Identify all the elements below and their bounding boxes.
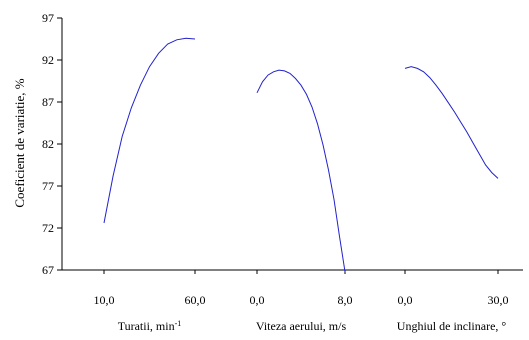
series-line-panel-2 (256, 69, 346, 272)
y-tick-label: 97 (42, 11, 54, 25)
series-line-panel-3 (404, 66, 499, 179)
x-tick-label: 8,0 (338, 293, 353, 307)
y-tick-label: 77 (42, 179, 54, 193)
x-axis-label-panel-2: Viteza aerului, m/s (256, 319, 347, 333)
y-axis-label: Coeficient de variatie, % (12, 78, 27, 207)
x-axis-label-superscript: -1 (175, 319, 182, 328)
x-axis-label-panel-3: Unghiul de inclinare, ° (397, 319, 507, 333)
x-tick-label: 30,0 (488, 293, 509, 307)
x-tick-label: 60,0 (185, 293, 206, 307)
y-tick-label: 87 (42, 95, 54, 109)
y-tick-label: 67 (42, 263, 54, 277)
series-line-panel-1 (103, 37, 196, 224)
x-tick-label: 0,0 (398, 293, 413, 307)
y-tick-label: 82 (42, 137, 54, 151)
x-axis-label-panel-1: Turatii, min-1 (118, 319, 182, 334)
y-tick-label: 72 (42, 221, 54, 235)
x-tick-label: 10,0 (94, 293, 115, 307)
y-tick-label: 92 (42, 53, 54, 67)
x-tick-label: 0,0 (250, 293, 265, 307)
